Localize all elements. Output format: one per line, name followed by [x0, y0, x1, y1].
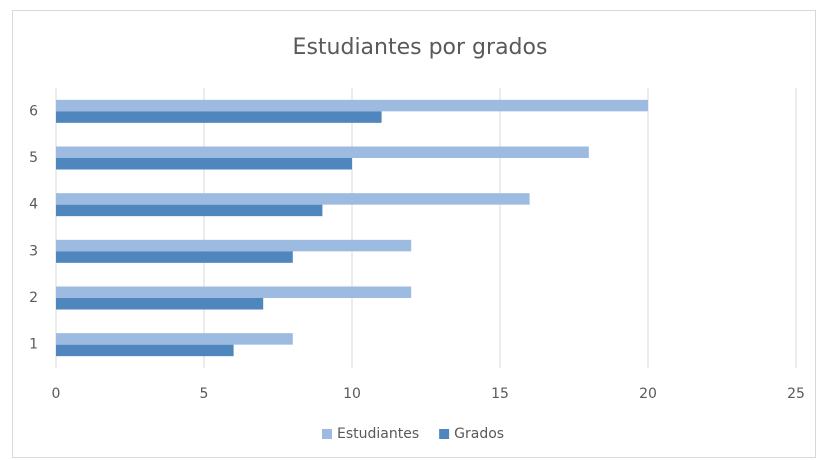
x-tick-label: 20: [639, 386, 657, 402]
legend-swatch: [322, 429, 332, 439]
x-tick-label: 25: [787, 386, 805, 402]
bar: [56, 344, 234, 357]
legend-label: Grados: [454, 426, 504, 442]
bar: [56, 204, 323, 217]
y-tick-label: 6: [29, 103, 38, 119]
x-tick-label: 0: [52, 386, 61, 402]
x-tick-label: 5: [200, 386, 209, 402]
x-tick-label: 10: [343, 386, 361, 402]
chart-frame: [12, 10, 816, 458]
bar: [56, 158, 352, 170]
legend-swatch: [439, 429, 450, 439]
bar: [56, 99, 648, 112]
bar: [56, 333, 293, 345]
bar: [56, 193, 530, 205]
y-tick-label: 2: [29, 290, 38, 306]
y-tick-label: 1: [29, 337, 38, 353]
bar: [56, 298, 264, 310]
y-tick-label: 4: [29, 197, 38, 213]
y-tick-label: 3: [29, 243, 38, 259]
bar: [56, 239, 412, 252]
x-tick-label: 15: [491, 386, 509, 402]
bar: [56, 146, 589, 158]
y-tick-label: 5: [29, 150, 38, 166]
bar: [56, 286, 412, 298]
bar: [56, 251, 293, 263]
bar: [56, 111, 382, 123]
legend-label: Estudiantes: [337, 426, 419, 442]
chart-title: Estudiantes por grados: [293, 35, 548, 60]
